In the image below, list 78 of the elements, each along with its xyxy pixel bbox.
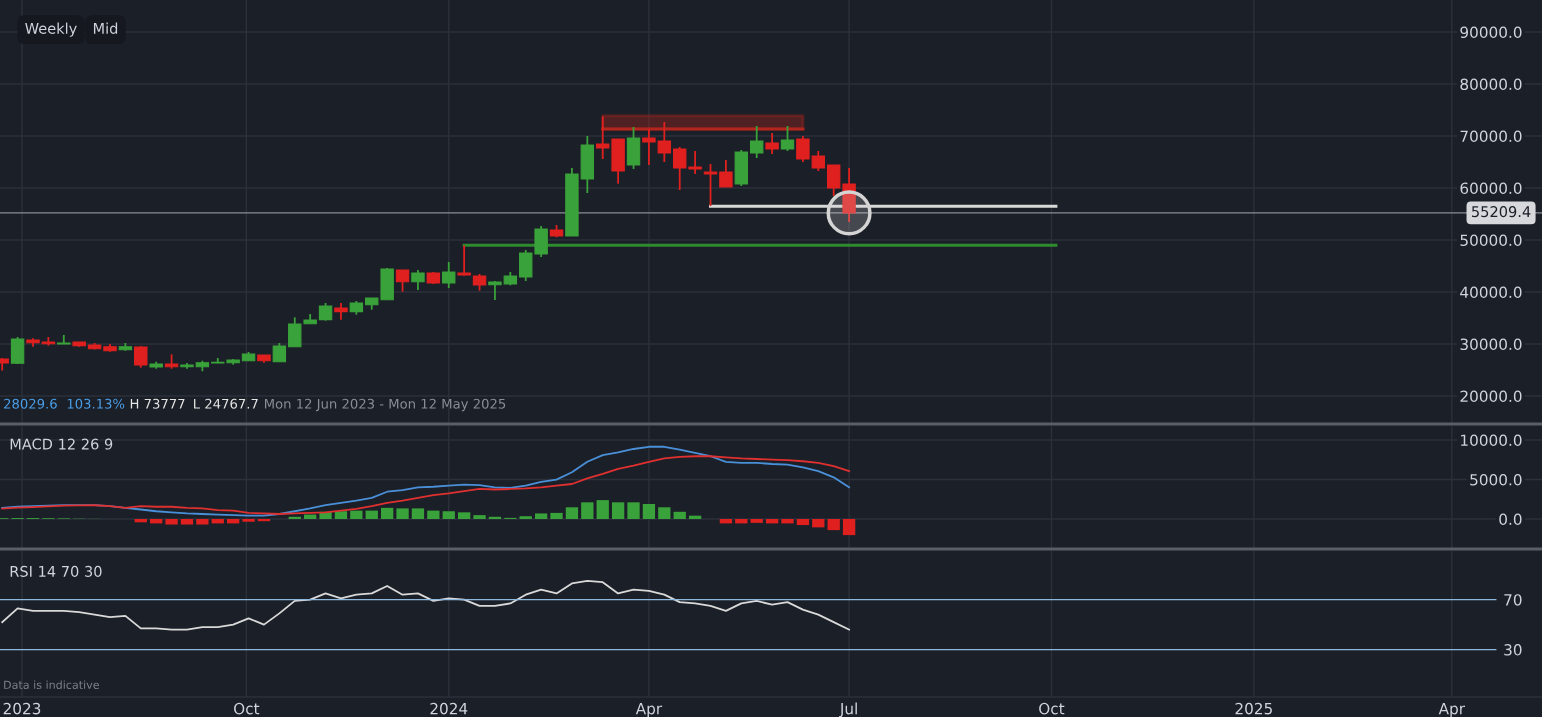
x-tick-label: Jul — [839, 702, 857, 717]
x-tick-label: 2025 — [1235, 702, 1272, 715]
bar — [396, 508, 409, 519]
y-tick-label: 90000.0 — [1460, 26, 1522, 38]
bar — [165, 518, 178, 525]
candlestick — [134, 345, 148, 369]
bar — [596, 500, 609, 519]
bar — [611, 502, 625, 519]
y-tick-label: 40000.0 — [1460, 286, 1522, 299]
bar — [334, 511, 348, 519]
x-tick-label: Oct — [234, 702, 260, 715]
y-tick-label: 30 — [1504, 644, 1522, 656]
candlestick — [411, 269, 425, 291]
annotation: 28029.6 — [4, 398, 57, 409]
bar — [473, 515, 486, 519]
candlestick — [457, 244, 471, 277]
ref-line-label: 55209.4 — [1472, 206, 1531, 218]
annotation: Mid — [93, 22, 118, 34]
text: RSI 14 70 30 — [10, 565, 102, 577]
x-tick-label: 2024 — [430, 702, 468, 715]
y-tick-label: 70 — [1504, 594, 1522, 606]
bar — [180, 518, 194, 525]
y-tick-label: 20000.0 — [1460, 390, 1522, 403]
bar — [673, 511, 686, 519]
bar — [627, 502, 640, 519]
bar — [519, 516, 532, 519]
y-tick-label: 0.0 — [1499, 513, 1522, 525]
x-tick-label: 2023 — [3, 702, 41, 715]
bar — [380, 507, 394, 519]
annotation: 103.13% — [67, 398, 125, 409]
bar — [534, 513, 548, 519]
y-tick-label: 60000.0 — [1460, 182, 1522, 195]
y-tick-label: 50000.0 — [1460, 234, 1522, 247]
bar — [550, 512, 563, 519]
text: MACD 12 26 9 — [10, 438, 113, 450]
candlestick — [395, 269, 410, 293]
bar — [411, 508, 425, 519]
bar — [827, 518, 840, 531]
bar — [350, 510, 363, 519]
bar — [196, 518, 209, 525]
annotation: Mon 12 Jun 2023 - Mon 12 May 2025 — [264, 398, 506, 412]
bar — [442, 511, 455, 519]
bar — [365, 510, 378, 519]
annotation: Data is indicative — [4, 680, 99, 690]
y-tick-label: 5000.0 — [1470, 473, 1522, 486]
bar — [750, 518, 763, 523]
annotation: Weekly — [25, 22, 77, 37]
bar — [427, 510, 440, 519]
bar — [565, 507, 579, 519]
y-tick-label: 10000.0 — [1461, 434, 1522, 446]
line-series — [1, 580, 850, 631]
bar — [658, 507, 671, 519]
y-tick-label: 30000.0 — [1460, 338, 1522, 351]
candlestick — [780, 125, 795, 152]
candlestick — [703, 163, 718, 207]
bar — [457, 512, 471, 519]
candlestick — [765, 132, 779, 155]
bar — [796, 518, 810, 526]
bar — [581, 502, 594, 519]
bar — [242, 518, 255, 522]
annotation: L 24767.7 — [194, 398, 258, 409]
x-tick-label: Oct — [1039, 702, 1065, 715]
annotation: H 73777 — [130, 398, 185, 409]
candlestick — [719, 159, 733, 188]
bar — [812, 518, 825, 528]
line-series — [1, 455, 850, 515]
candlestick — [442, 261, 456, 289]
bar — [842, 518, 856, 536]
x-tick-label: Apr — [635, 703, 663, 717]
candlestick — [749, 125, 764, 159]
bar — [781, 518, 794, 524]
y-tick-label: 70000.0 — [1460, 130, 1522, 143]
candlestick — [272, 342, 287, 363]
candlestick — [642, 128, 656, 166]
x-tick-label: Apr — [1438, 703, 1466, 717]
bar — [642, 503, 656, 519]
y-tick-label: 80000.0 — [1460, 78, 1522, 91]
candlestick — [657, 121, 672, 163]
